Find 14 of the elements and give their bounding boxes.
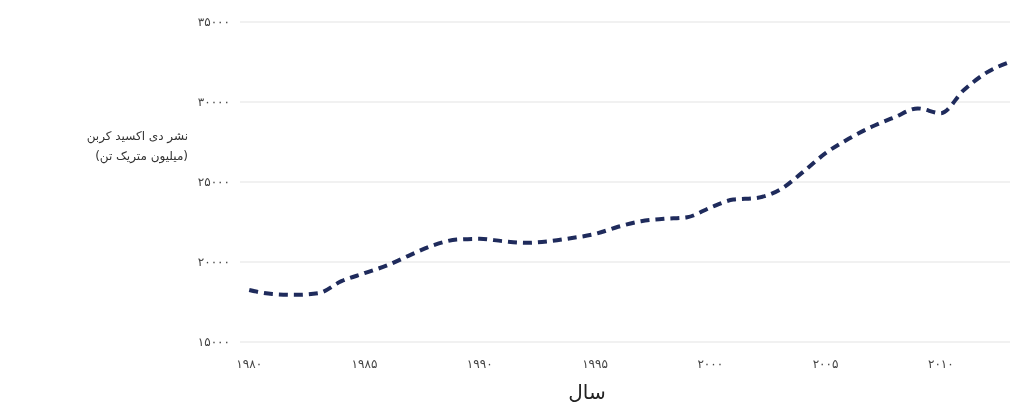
x-tick-label: ۲۰۰۵ <box>812 357 839 371</box>
y-tick-label: ۳۰۰۰۰ <box>197 95 230 110</box>
y-axis-title: نشر دی اکسید کربن (میلیون متریک تن) <box>86 129 188 164</box>
x-tick-label: ۱۹۹۵ <box>582 357 608 371</box>
x-tick-label: ۲۰۱۰ <box>927 357 954 371</box>
x-tick-label: ۲۰۰۰ <box>697 357 724 371</box>
x-tick-label: ۱۹۸۰ <box>236 357 263 371</box>
y-tick-label: ۳۵۰۰۰ <box>197 15 230 30</box>
x-tick-label: ۱۹۹۰ <box>466 357 493 371</box>
x-tick-label: ۱۹۸۵ <box>351 357 378 371</box>
x-axis-title: سال <box>568 380 606 404</box>
y-tick-label: ۲۰۰۰۰ <box>197 255 230 270</box>
y-tick-label: ۲۵۰۰۰ <box>197 175 230 190</box>
y-tick-label: ۱۵۰۰۰ <box>197 335 230 350</box>
